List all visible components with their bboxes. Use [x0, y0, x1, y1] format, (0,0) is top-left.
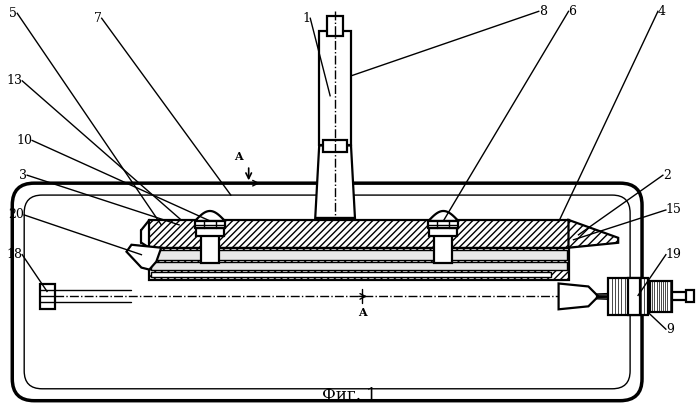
- Polygon shape: [315, 145, 355, 218]
- Polygon shape: [127, 245, 161, 270]
- Text: 5: 5: [9, 7, 17, 20]
- Text: 8: 8: [539, 5, 547, 18]
- Polygon shape: [559, 283, 598, 309]
- Bar: [434, 233, 452, 263]
- Text: 10: 10: [16, 134, 32, 147]
- Text: 2: 2: [663, 169, 671, 182]
- Bar: [429, 228, 457, 236]
- Text: Фиг. 1: Фиг. 1: [322, 387, 377, 404]
- Bar: [152, 261, 566, 270]
- Text: A: A: [234, 151, 243, 162]
- Polygon shape: [428, 211, 459, 221]
- Bar: [152, 271, 551, 276]
- Polygon shape: [150, 248, 568, 280]
- Text: 19: 19: [666, 248, 682, 261]
- Bar: [40, 284, 55, 309]
- Text: 3: 3: [19, 169, 27, 182]
- Text: 4: 4: [658, 5, 666, 18]
- Text: 6: 6: [568, 5, 577, 18]
- Bar: [608, 278, 648, 315]
- Bar: [323, 140, 347, 152]
- Polygon shape: [195, 211, 225, 221]
- Text: 7: 7: [94, 12, 101, 25]
- Bar: [196, 228, 224, 236]
- Bar: [628, 278, 640, 315]
- FancyBboxPatch shape: [24, 195, 630, 389]
- FancyBboxPatch shape: [13, 183, 642, 401]
- Bar: [319, 31, 351, 145]
- Text: 13: 13: [6, 74, 22, 87]
- Text: 9: 9: [666, 323, 674, 336]
- Text: 20: 20: [8, 208, 24, 222]
- Text: 18: 18: [6, 248, 22, 261]
- Text: A: A: [358, 308, 366, 318]
- Text: 15: 15: [666, 203, 682, 217]
- Bar: [686, 290, 693, 303]
- Polygon shape: [195, 221, 225, 228]
- Polygon shape: [568, 220, 618, 248]
- Text: 1: 1: [302, 12, 310, 25]
- Bar: [201, 233, 219, 263]
- Polygon shape: [428, 221, 459, 228]
- Bar: [152, 250, 566, 260]
- Polygon shape: [150, 220, 568, 248]
- Bar: [650, 281, 672, 312]
- Bar: [327, 16, 343, 36]
- Bar: [672, 293, 686, 300]
